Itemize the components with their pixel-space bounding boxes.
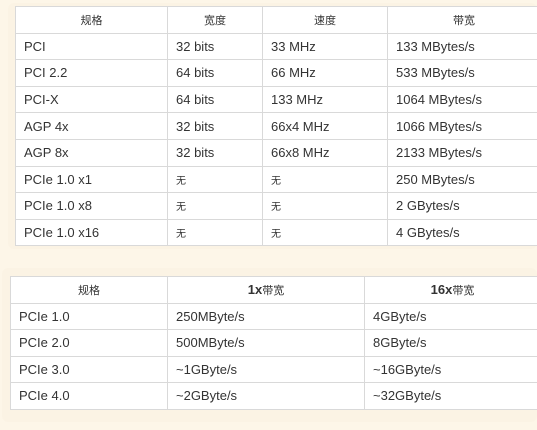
cell-1x-bandwidth: ~1GByte/s (167, 355, 365, 383)
table-header-row: 规格 1x带宽 16x带宽 (10, 276, 537, 304)
table-row: PCIe 4.0 ~2GByte/s ~32GByte/s (10, 382, 537, 410)
cell-speed: 66x4 MHz (262, 112, 388, 140)
cell-bandwidth: 4 GBytes/s (387, 218, 537, 247)
cell-spec: PCI 2.2 (15, 59, 168, 87)
header-16x-bold: 16x (430, 281, 453, 297)
cell-1x-bandwidth: 500MByte/s (167, 329, 365, 357)
table-row: PCI-X 64 bits 133 MHz 1064 MBytes/s (15, 85, 537, 114)
table-row: PCI 2.2 64 bits 66 MHz 533 MBytes/s (15, 59, 537, 87)
cell-spec: PCIe 1.0 x1 (15, 165, 168, 194)
cell-speed: 66x8 MHz (262, 138, 388, 167)
cell-width: 64 bits (167, 85, 263, 114)
cell-spec: PCIe 1.0 x8 (15, 192, 168, 220)
table-row: PCIe 1.0 250MByte/s 4GByte/s (10, 302, 537, 330)
cell-width: 64 bits (167, 59, 263, 87)
cell-1x-bandwidth: 250MByte/s (167, 302, 365, 330)
cell-width: 无 (167, 165, 263, 194)
cell-spec: PCI-X (15, 85, 168, 114)
header-spec: 规格 (10, 276, 168, 304)
cell-width: 无 (167, 192, 263, 220)
cell-bandwidth: 1064 MBytes/s (387, 85, 537, 114)
cell-16x-bandwidth: ~32GByte/s (364, 382, 537, 410)
cell-1x-bandwidth: ~2GByte/s (167, 382, 365, 410)
table-row: PCIe 2.0 500MByte/s 8GByte/s (10, 329, 537, 357)
cell-bandwidth: 250 MBytes/s (387, 165, 537, 194)
cell-spec: PCIe 3.0 (10, 355, 168, 383)
cell-bandwidth: 2 GBytes/s (387, 192, 537, 220)
cell-bandwidth: 533 MBytes/s (387, 59, 537, 87)
table-row: PCIe 1.0 x8 无无 2 GBytes/s (15, 192, 537, 220)
cell-16x-bandwidth: 8GByte/s (364, 329, 537, 357)
header-spec: 规格 (15, 6, 168, 34)
cell-spec: PCIe 1.0 x16 (15, 218, 168, 247)
cell-speed: 无 (262, 218, 388, 247)
table-row: AGP 8x 32 bits 66x8 MHz 2133 MBytes/s (15, 138, 537, 167)
bus-spec-table: 规格 宽度 速度 带宽 PCI 32 bits 33 MHz 133 MBytes/s… (15, 6, 537, 247)
cell-spec: AGP 4x (15, 112, 168, 140)
cell-speed: 无 (262, 192, 388, 220)
cell-speed: 无 (262, 165, 388, 194)
cell-spec: AGP 8x (15, 138, 168, 167)
header-bandwidth: 带宽 (387, 6, 537, 34)
table-header-row: 规格 宽度 速度 带宽 (15, 6, 537, 34)
cell-16x-bandwidth: ~16GByte/s (364, 355, 537, 383)
table-row: AGP 4x 32 bits 66x4 MHz 1066 MBytes/s (15, 112, 537, 140)
cell-bandwidth: 1066 MBytes/s (387, 112, 537, 140)
cell-speed: 66 MHz (262, 59, 388, 87)
header-1x-bold: 1x (247, 281, 263, 297)
cell-speed: 133 MHz (262, 85, 388, 114)
header-speed: 速度 (262, 6, 388, 34)
cell-spec: PCIe 4.0 (10, 382, 168, 410)
header-16x-rest: 带宽 (452, 283, 475, 297)
header-width: 宽度 (167, 6, 263, 34)
table-row: PCI 32 bits 33 MHz 133 MBytes/s (15, 32, 537, 61)
cell-spec: PCI (15, 32, 168, 61)
cell-bandwidth: 2133 MBytes/s (387, 138, 537, 167)
cell-width: 32 bits (167, 112, 263, 140)
pcie-bandwidth-table: 规格 1x带宽 16x带宽 PCIe 1.0 250MByte/s 4GByte/s… (10, 276, 537, 410)
header-1x-rest: 带宽 (262, 283, 285, 297)
cell-spec: PCIe 1.0 (10, 302, 168, 330)
table-row: PCIe 1.0 x1 无无 250 MBytes/s (15, 165, 537, 194)
header-16x-bandwidth: 16x带宽 (364, 276, 537, 304)
table-row: PCIe 3.0 ~1GByte/s ~16GByte/s (10, 355, 537, 383)
cell-speed: 33 MHz (262, 32, 388, 61)
cell-width: 无 (167, 218, 263, 247)
cell-width: 32 bits (167, 138, 263, 167)
header-1x-bandwidth: 1x带宽 (167, 276, 365, 304)
cell-bandwidth: 133 MBytes/s (387, 32, 537, 61)
table-row: PCIe 1.0 x16 无无 4 GBytes/s (15, 218, 537, 247)
cell-16x-bandwidth: 4GByte/s (364, 302, 537, 330)
cell-width: 32 bits (167, 32, 263, 61)
cell-spec: PCIe 2.0 (10, 329, 168, 357)
